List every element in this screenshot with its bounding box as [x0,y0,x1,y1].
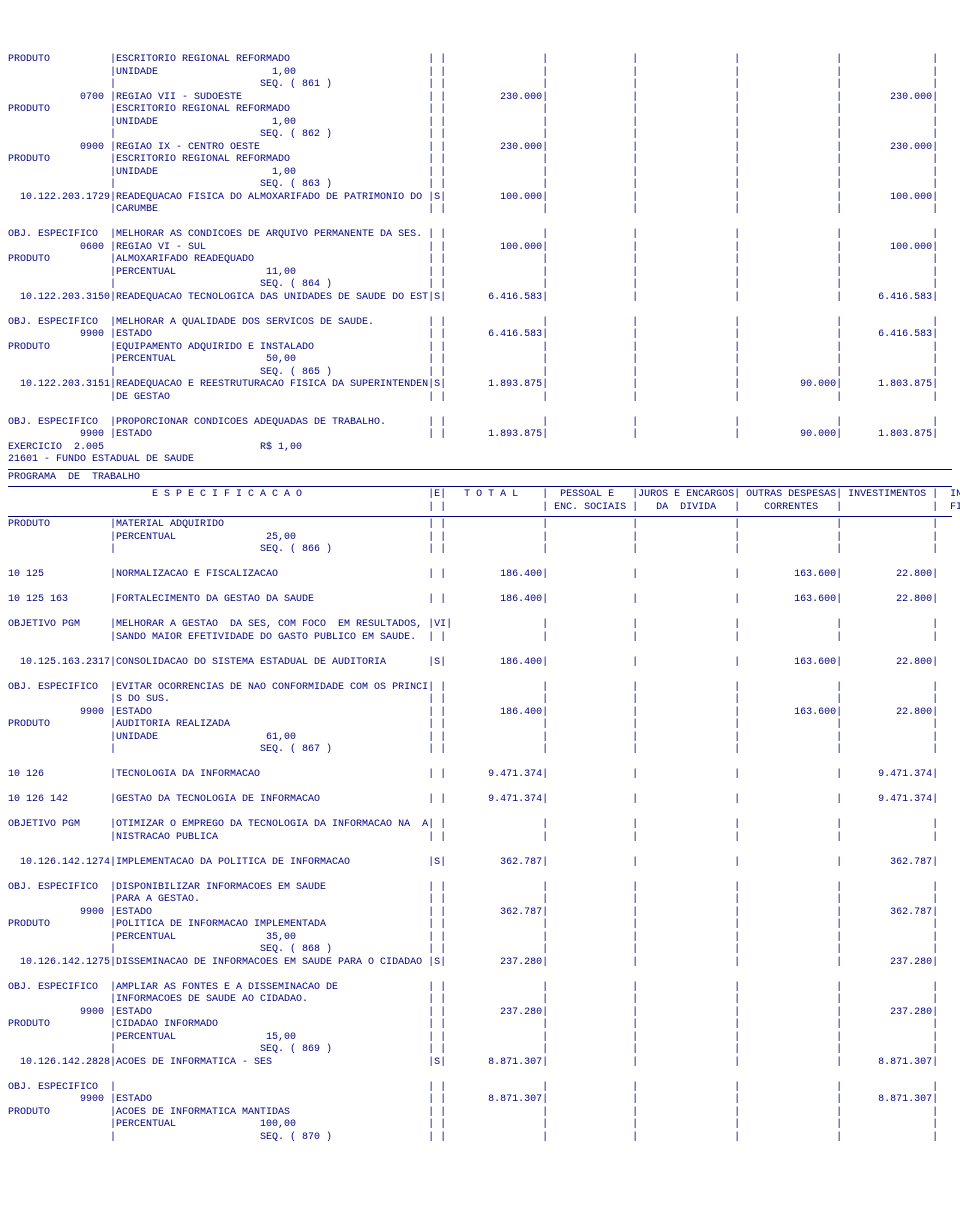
report-line: 0700 |REGIAO VII - SUDOESTE | | 230.000|… [8,92,952,105]
report-line: 10 125 163 |FORTALECIMENTO DA GESTAO DA … [8,594,952,607]
report-line: | SEQ. ( 861 ) | | | | | | | | | [8,79,952,92]
report-line: 9900 |ESTADO | | 237.280| | | | 237.280|… [8,1007,952,1020]
report-line: OBJETIVO PGM |MELHORAR A GESTAO DA SES, … [8,619,952,632]
report-line [8,607,952,620]
report-line [8,844,952,857]
report-line: |PERCENTUAL 35,00 | | | | | | | | | [8,932,952,945]
report-line: OBJ. ESPECIFICO |AMPLIAR AS FONTES E A D… [8,982,952,995]
budget-report: PRODUTO |ESCRITORIO REGIONAL REFORMADO |… [8,54,952,1144]
report-line: |UNIDADE 1,00 | | | | | | | | | [8,117,952,130]
report-line: |PERCENTUAL 15,00 | | | | | | | | | [8,1032,952,1045]
report-line: |UNIDADE 1,00 | | | | | | | | | [8,67,952,80]
report-line: |PERCENTUAL 25,00 | | | | | | | | | [8,532,952,545]
report-line: |DE GESTAO | | | | | | | | | [8,392,952,405]
report-line: PRODUTO |ALMOXARIFADO READEQUADO | | | |… [8,254,952,267]
report-line: | SEQ. ( 865 ) | | | | | | | | | [8,367,952,380]
report-line [8,304,952,317]
report-line: 10.126.142.1275|DISSEMINACAO DE INFORMAC… [8,957,952,970]
report-line: |NISTRACAO PUBLICA | | | | | | | | | [8,832,952,845]
report-line: 9900 |ESTADO | | 186.400| | | 163.600| 2… [8,707,952,720]
report-line: 9900 |ESTADO | | 8.871.307| | | | 8.871.… [8,1094,952,1107]
report-line: | SEQ. ( 862 ) | | | | | | | | | [8,129,952,142]
report-line: |S DO SUS. | | | | | | | | | [8,694,952,707]
report-line: PRODUTO |EQUIPAMENTO ADQUIRIDO E INSTALA… [8,342,952,355]
report-line: |PERCENTUAL 100,00 | | | | | | | | | [8,1119,952,1132]
report-line: E S P E C I F I C A C A O |E| T O T A L … [8,489,952,502]
report-line: 10.122.203.1729|READEQUACAO FISICA DO AL… [8,192,952,205]
report-line: |PERCENTUAL 11,00 | | | | | | | | | [8,267,952,280]
report-line: 9900 |ESTADO | | 6.416.583| | | | 6.416.… [8,329,952,342]
report-line: 10.125.163.2317|CONSOLIDACAO DO SISTEMA … [8,657,952,670]
report-line: 10.122.203.3151|READEQUACAO E REESTRUTUR… [8,379,952,392]
report-line [8,217,952,230]
report-line: |PERCENTUAL 50,00 | | | | | | | | | [8,354,952,367]
separator [8,486,952,487]
report-line: OBJ. ESPECIFICO |PROPORCIONAR CONDICOES … [8,417,952,430]
report-line: 10.122.203.3150|READEQUACAO TECNOLOGICA … [8,292,952,305]
report-line: PRODUTO |ACOES DE INFORMATICA MANTIDAS |… [8,1107,952,1120]
report-line: 21601 - FUNDO ESTADUAL DE SAUDE [8,454,952,467]
report-line [8,557,952,570]
report-line: 0900 |REGIAO IX - CENTRO OESTE | | 230.0… [8,142,952,155]
report-line: PRODUTO |AUDITORIA REALIZADA | | | | | |… [8,719,952,732]
report-line [8,644,952,657]
report-line: PRODUTO |POLITICA DE INFORMACAO IMPLEMEN… [8,919,952,932]
report-line: PRODUTO |ESCRITORIO REGIONAL REFORMADO |… [8,54,952,67]
report-line: OBJETIVO PGM |OTIMIZAR O EMPREGO DA TECN… [8,819,952,832]
report-line: | SEQ. ( 868 ) | | | | | | | | | [8,944,952,957]
report-line: |UNIDADE 61,00 | | | | | | | | | [8,732,952,745]
report-line: |PARA A GESTAO. | | | | | | | | | [8,894,952,907]
separator [8,516,952,517]
report-line: |CARUMBE | | | | | | | | | [8,204,952,217]
report-line: 10.126.142.1274|IMPLEMENTACAO DA POLITIC… [8,857,952,870]
report-line [8,869,952,882]
report-line: PRODUTO |CIDADAO INFORMADO | | | | | | |… [8,1019,952,1032]
report-line: | SEQ. ( 866 ) | | | | | | | | | [8,544,952,557]
report-line [8,582,952,595]
report-line: PRODUTO |MATERIAL ADQUIRIDO | | | | | | … [8,519,952,532]
report-line: 9900 |ESTADO | | 362.787| | | | 362.787|… [8,907,952,920]
report-line [8,404,952,417]
report-line: OBJ. ESPECIFICO |EVITAR OCORRENCIAS DE N… [8,682,952,695]
report-line: |INFORMACOES DE SAUDE AO CIDADAO. | | | … [8,994,952,1007]
report-line: OBJ. ESPECIFICO |DISPONIBILIZAR INFORMAC… [8,882,952,895]
report-line [8,969,952,982]
report-line: OBJ. ESPECIFICO |MELHORAR A QUALIDADE DO… [8,317,952,330]
report-line: 10 125 |NORMALIZACAO E FISCALIZACAO | | … [8,569,952,582]
report-line [8,807,952,820]
report-line [8,1069,952,1082]
report-line: OBJ. ESPECIFICO |MELHORAR AS CONDICOES D… [8,229,952,242]
report-line: OBJ. ESPECIFICO | | | | | | | | | | [8,1082,952,1095]
report-line: | SEQ. ( 870 ) | | | | | | | | | [8,1132,952,1145]
report-line: PRODUTO |ESCRITORIO REGIONAL REFORMADO |… [8,154,952,167]
report-line [8,782,952,795]
report-line: 0600 |REGIAO VI - SUL | | 100.000| | | |… [8,242,952,255]
report-line: | | | ENC. SOCIAIS | DA DIVIDA | CORRENT… [8,502,952,515]
report-line: 10.126.142.2828|ACOES DE INFORMATICA - S… [8,1057,952,1070]
report-line: | SEQ. ( 863 ) | | | | | | | | | [8,179,952,192]
report-line: PRODUTO |ESCRITORIO REGIONAL REFORMADO |… [8,104,952,117]
report-line: | SEQ. ( 864 ) | | | | | | | | | [8,279,952,292]
report-line [8,669,952,682]
report-line: EXERCICIO 2.005 R$ 1,00 [8,442,952,455]
report-line: 10 126 142 |GESTAO DA TECNOLOGIA DE INFO… [8,794,952,807]
report-line: 9900 |ESTADO | | 1.893.875| | | 90.000| … [8,429,952,442]
report-line: 10 126 |TECNOLOGIA DA INFORMACAO | | 9.4… [8,769,952,782]
report-line [8,757,952,770]
report-line: | SEQ. ( 867 ) | | | | | | | | | [8,744,952,757]
report-line: PROGRAMA DE TRABALHO [8,472,952,485]
report-line: |SANDO MAIOR EFETIVIDADE DO GASTO PUBLIC… [8,632,952,645]
separator [8,469,952,470]
report-line: | SEQ. ( 869 ) | | | | | | | | | [8,1044,952,1057]
report-line: |UNIDADE 1,00 | | | | | | | | | [8,167,952,180]
